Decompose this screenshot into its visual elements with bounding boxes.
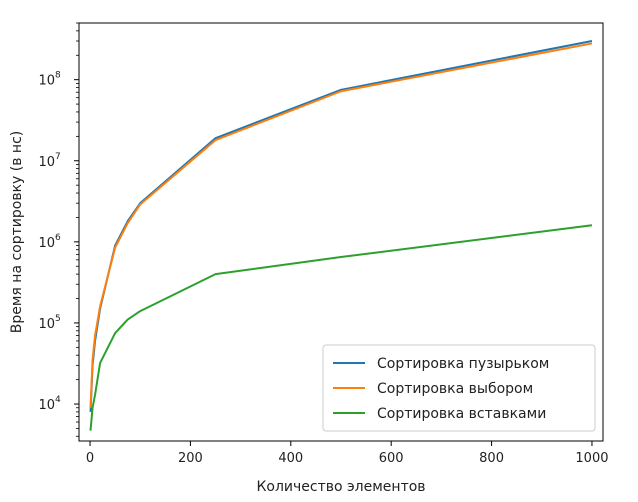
x-axis: 0 200 400 600 800 1000 xyxy=(86,441,609,466)
x-tick-label: 800 xyxy=(479,451,504,466)
legend-label-0: Сортировка пузырьком xyxy=(377,356,549,372)
y-tick-exponent: 5 xyxy=(55,314,61,324)
y-tick-label: 10 xyxy=(38,74,55,89)
legend: Сортировка пузырьком Сортировка выбором Со… xyxy=(322,344,596,432)
plot-frame xyxy=(78,22,604,442)
x-tick-label: 1000 xyxy=(575,451,608,466)
y-tick-exponent: 4 xyxy=(55,395,61,405)
y-tick-label: 10 xyxy=(38,317,55,332)
y-tick-exponent: 8 xyxy=(55,71,61,81)
legend-box xyxy=(322,344,596,432)
x-tick-label: 0 xyxy=(86,451,94,466)
y-tick-exponent: 6 xyxy=(55,233,61,243)
legend-label-2: Сортировка вставками xyxy=(377,406,546,422)
x-axis-label: Количество элементов xyxy=(256,479,425,495)
y-tick-label: 10 xyxy=(38,155,55,170)
series-line-1 xyxy=(89,42,593,408)
plot-lines xyxy=(89,40,593,431)
x-tick-label: 400 xyxy=(278,451,303,466)
x-tick-label: 600 xyxy=(379,451,404,466)
y-axis-label: Время на сортировку (в нс) xyxy=(9,131,25,334)
y-tick-label: 10 xyxy=(38,236,55,251)
series-line-2 xyxy=(89,224,593,431)
x-tick-label: 200 xyxy=(178,451,203,466)
y-tick-exponent: 7 xyxy=(55,152,61,162)
legend-label-1: Сортировка выбором xyxy=(377,381,533,397)
y-tick-label: 10 xyxy=(38,398,55,413)
